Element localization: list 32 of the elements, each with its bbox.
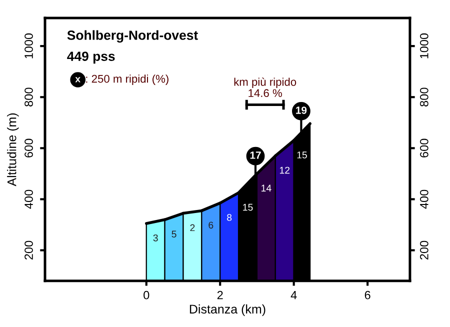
annotation: 15 (243, 204, 253, 211)
y2-tick-label: 800 (420, 88, 428, 106)
y-tick-label: 400 (24, 190, 33, 209)
x-tick-label: 2 (217, 290, 223, 300)
text: Sohlberg-Nord-ovest (67, 30, 198, 43)
text: 449 pss (67, 52, 115, 64)
annotation: 12 (280, 166, 290, 174)
y-tick-label: 1000 (24, 33, 33, 58)
annotation: 3 (153, 234, 158, 242)
y2-tick-label: 600 (420, 138, 428, 158)
y-axis-title: Altitudine (m) (7, 113, 19, 186)
annotation: 2 (190, 224, 195, 232)
y-tick-label: 200 (24, 240, 33, 260)
annotation: km più ripido 14.6 % (234, 78, 296, 98)
annotation: x (75, 77, 80, 82)
annotation: 17 (250, 152, 261, 159)
y2-tick-label: 400 (420, 190, 428, 209)
annotation: 5 (172, 230, 176, 238)
x-tick-label: 0 (144, 290, 150, 300)
y-tick-label: 800 (24, 88, 33, 106)
x-tick-label: 6 (364, 290, 370, 300)
x-tick-label: 4 (290, 291, 297, 300)
annotation: 6 (208, 222, 214, 229)
annotation: 8 (227, 214, 232, 221)
annotation: 19 (296, 106, 307, 114)
y2-tick-label: 200 (420, 240, 428, 260)
annotation: 15 (297, 152, 307, 158)
y-tick-label: 600 (24, 138, 33, 158)
x-axis-title: Distanza (km) (190, 304, 266, 316)
y2-tick-label: 1000 (420, 33, 428, 58)
annotation: 14 (262, 184, 272, 192)
annotation: : 250 m ripidi (%) (86, 74, 168, 85)
